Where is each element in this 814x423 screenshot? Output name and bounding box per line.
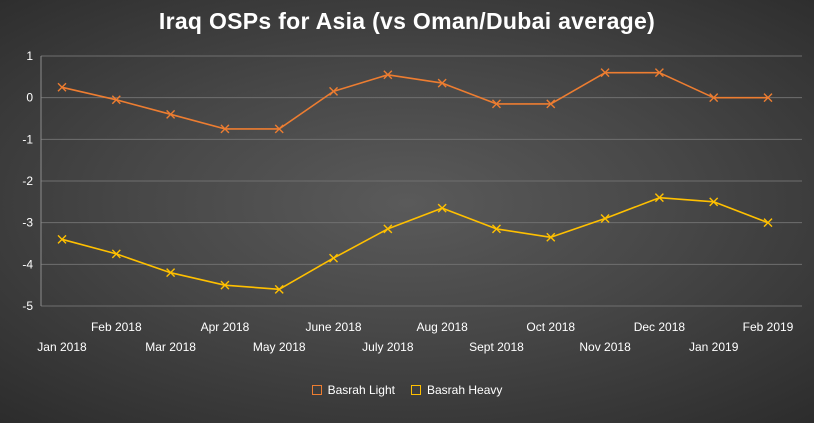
data-point-marker	[166, 109, 176, 119]
x-tick-label: Jan 2018	[37, 340, 87, 354]
data-point-marker	[329, 86, 339, 96]
data-point-marker	[437, 203, 447, 213]
y-tick-label: -2	[22, 174, 33, 188]
legend-item: Basrah Light	[311, 383, 395, 397]
x-tick-label: Apr 2018	[201, 320, 250, 334]
data-point-marker	[763, 218, 773, 228]
data-point-marker	[111, 249, 121, 259]
data-point-marker	[546, 232, 556, 242]
legend-swatch	[311, 385, 322, 395]
y-tick-label: 0	[26, 91, 33, 105]
data-point-marker	[383, 70, 393, 80]
series-line-1	[61, 71, 768, 130]
legend-swatch	[411, 385, 421, 395]
x-tick-label: Feb 2018	[91, 320, 142, 334]
x-tick-label: Dec 2018	[634, 320, 686, 334]
x-tick-label: May 2018	[253, 340, 306, 354]
y-tick-label: -1	[22, 132, 33, 146]
x-tick-label: Oct 2018	[526, 320, 575, 334]
x-tick-label: Aug 2018	[416, 320, 468, 334]
x-tick-label: Sept 2018	[469, 340, 524, 354]
data-point-marker	[111, 95, 121, 105]
data-point-marker	[600, 68, 610, 78]
data-point-marker	[709, 93, 719, 103]
data-point-marker	[709, 197, 719, 207]
data-point-marker	[383, 224, 393, 234]
data-point-marker	[491, 224, 501, 234]
y-tick-label: 1	[26, 49, 33, 63]
legend-item: Basrah Heavy	[411, 383, 502, 397]
data-point-marker	[491, 99, 501, 109]
data-point-marker	[220, 280, 230, 290]
y-tick-label: -5	[22, 299, 33, 313]
x-tick-label: June 2018	[306, 320, 362, 334]
legend: Basrah Light Basrah Heavy	[0, 383, 814, 397]
y-tick-label: -4	[22, 257, 33, 271]
data-point-marker	[274, 124, 284, 134]
x-tick-label: Nov 2018	[579, 340, 631, 354]
y-tick-label: -3	[22, 216, 33, 230]
data-point-marker	[220, 124, 230, 134]
data-point-marker	[600, 214, 610, 223]
data-point-marker	[654, 68, 664, 78]
x-tick-label: July 2018	[362, 340, 414, 354]
data-point-marker	[329, 253, 339, 263]
data-point-marker	[274, 284, 284, 294]
legend-label: Basrah Light	[327, 383, 395, 397]
data-point-marker	[654, 193, 664, 203]
data-point-marker	[437, 78, 447, 88]
data-point-marker	[546, 99, 556, 109]
data-point-marker	[763, 93, 773, 103]
x-tick-label: Feb 2019	[743, 320, 794, 334]
x-tick-label: Jan 2019	[689, 340, 739, 354]
legend-label: Basrah Heavy	[427, 383, 503, 397]
chart-title: Iraq OSPs for Asia (vs Oman/Dubai averag…	[158, 8, 656, 34]
x-tick-label: Mar 2018	[145, 340, 196, 354]
data-point-marker	[57, 82, 67, 92]
data-point-marker	[166, 268, 176, 278]
series-line-2	[61, 196, 769, 291]
data-point-marker	[57, 234, 67, 244]
